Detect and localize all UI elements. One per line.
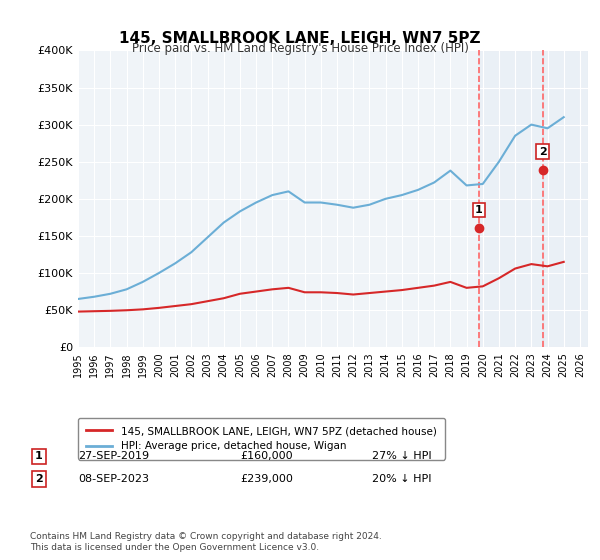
Text: 145, SMALLBROOK LANE, LEIGH, WN7 5PZ: 145, SMALLBROOK LANE, LEIGH, WN7 5PZ <box>119 31 481 46</box>
Text: 20% ↓ HPI: 20% ↓ HPI <box>372 474 431 484</box>
Text: 2: 2 <box>35 474 43 484</box>
Text: 2: 2 <box>539 147 547 156</box>
Text: 08-SEP-2023: 08-SEP-2023 <box>78 474 149 484</box>
Text: 1: 1 <box>475 205 482 215</box>
Text: £160,000: £160,000 <box>240 451 293 461</box>
Bar <box>542 50 588 347</box>
Text: 1: 1 <box>35 451 43 461</box>
Text: 27% ↓ HPI: 27% ↓ HPI <box>372 451 431 461</box>
Legend: 145, SMALLBROOK LANE, LEIGH, WN7 5PZ (detached house), HPI: Average price, detac: 145, SMALLBROOK LANE, LEIGH, WN7 5PZ (de… <box>78 418 445 460</box>
Bar <box>479 50 542 347</box>
Text: Contains HM Land Registry data © Crown copyright and database right 2024.
This d: Contains HM Land Registry data © Crown c… <box>30 532 382 552</box>
Text: £239,000: £239,000 <box>240 474 293 484</box>
Text: 27-SEP-2019: 27-SEP-2019 <box>78 451 149 461</box>
Text: Price paid vs. HM Land Registry's House Price Index (HPI): Price paid vs. HM Land Registry's House … <box>131 42 469 55</box>
